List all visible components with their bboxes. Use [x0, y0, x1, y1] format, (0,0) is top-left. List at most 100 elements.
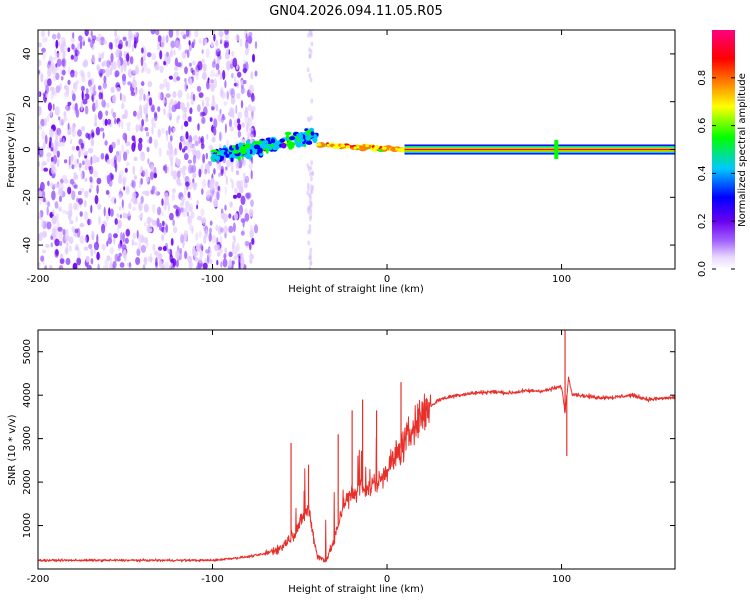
noise-blob: [55, 213, 59, 222]
noise-blob: [40, 148, 44, 158]
noise-blob: [41, 230, 48, 238]
noise-blob: [250, 130, 255, 138]
noise-blob: [58, 195, 63, 203]
noise-blob: [216, 190, 220, 201]
noise-blob: [70, 54, 74, 60]
noise-blob: [187, 159, 192, 164]
noise-blob: [143, 256, 148, 266]
noise-blob: [84, 30, 89, 37]
noise-blob: [112, 111, 117, 119]
noise-blob: [201, 116, 206, 124]
noise-blob: [228, 251, 233, 258]
noise-blob: [147, 228, 153, 233]
noise-blob: [254, 41, 258, 49]
noise-blob: [247, 117, 252, 126]
noise-blob: [81, 126, 85, 132]
noise-blob: [184, 185, 187, 196]
noise-blob: [41, 47, 46, 53]
noise-blob: [170, 158, 173, 167]
noise-blob: [89, 184, 94, 189]
noise-blob: [181, 124, 184, 131]
noise-blob: [106, 255, 111, 262]
spectral-blob: [297, 133, 304, 140]
noise-blob: [88, 188, 92, 193]
noise-blob: [157, 92, 162, 101]
noise-blob: [212, 180, 218, 191]
noise-blob: [148, 97, 153, 106]
noise-blob: [102, 81, 108, 89]
noise-blob: [220, 208, 224, 214]
noise-blob: [199, 111, 205, 117]
spectral-blob: [239, 145, 246, 152]
noise-blob: [115, 38, 118, 49]
noise-blob: [44, 36, 48, 43]
noise-blob: [46, 152, 52, 158]
noise-blob: [225, 139, 230, 150]
noise-blob: [90, 258, 94, 265]
noise-blob: [204, 38, 208, 45]
noise-blob: [240, 230, 245, 236]
noise-blob: [167, 202, 170, 212]
noise-blob: [200, 137, 203, 143]
noise-blob: [144, 127, 149, 132]
noise-blob: [118, 252, 122, 257]
noise-blob: [60, 43, 64, 53]
noise-blob: [114, 118, 117, 125]
noise-blob: [118, 150, 122, 157]
noise-blob: [90, 204, 93, 214]
noise-blob: [156, 217, 160, 228]
noise-blob: [91, 54, 96, 64]
noise-blob: [75, 145, 80, 151]
noise-blob: [92, 102, 96, 113]
y-tick-label: 40: [22, 48, 33, 61]
noise-blob: [74, 102, 78, 112]
noise-blob: [229, 118, 232, 128]
noise-blob: [150, 30, 156, 35]
noise-blob: [133, 110, 137, 117]
noise-blob: [181, 135, 186, 141]
noise-blob: [65, 85, 70, 96]
noise-blob: [52, 209, 55, 216]
x-tick-label: -100: [201, 274, 224, 285]
noise-blob: [153, 123, 157, 128]
noise-blob: [236, 192, 242, 199]
noise-blob: [62, 59, 65, 65]
noise-blob: [106, 175, 111, 185]
noise-blob: [169, 135, 173, 142]
noise-blob: [170, 40, 176, 48]
noise-blob: [42, 249, 46, 254]
noise-blob: [191, 164, 197, 174]
noise-blob: [55, 249, 59, 256]
noise-blob: [77, 129, 82, 137]
noise-blob: [213, 118, 218, 129]
noise-blob: [231, 72, 234, 79]
noise-blob: [138, 242, 142, 251]
noise-blob: [71, 127, 76, 137]
noise-blob: [132, 165, 136, 176]
noise-blob: [188, 164, 193, 174]
noise-blob: [191, 228, 194, 234]
noise-blob: [192, 154, 197, 165]
noise-blob: [244, 175, 250, 184]
noise-blob: [82, 98, 88, 105]
noise-blob: [254, 70, 258, 77]
noise-blob: [90, 138, 95, 147]
noise-blob: [209, 179, 215, 190]
noise-blob: [74, 228, 79, 234]
noise-blob: [112, 260, 117, 269]
noise-blob: [38, 70, 41, 75]
noise-blob: [80, 85, 85, 92]
noise-blob: [54, 90, 57, 97]
noise-blob: [141, 234, 145, 244]
noise-blob: [180, 207, 184, 213]
noise-blob: [116, 151, 119, 159]
noise-blob: [50, 147, 54, 152]
noise-blob: [78, 162, 82, 168]
noise-blob: [194, 30, 199, 38]
noise-blob: [229, 88, 234, 96]
noise-blob: [189, 78, 193, 86]
noise-blob: [208, 232, 212, 242]
noise-blob: [310, 176, 313, 182]
noise-blob: [121, 93, 126, 103]
noise-blob: [220, 36, 223, 44]
